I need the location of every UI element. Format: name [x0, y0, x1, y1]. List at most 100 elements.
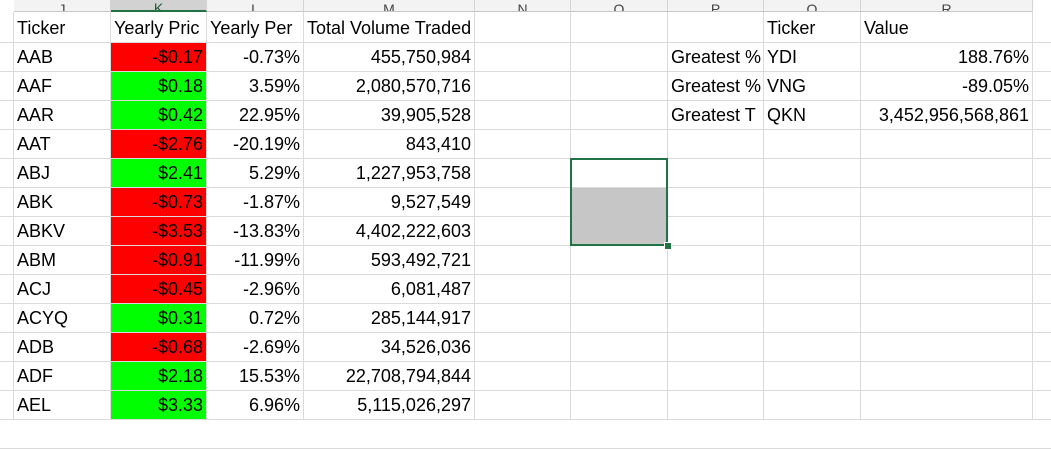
ticker-cell[interactable]: ABKV	[17, 221, 66, 241]
column-header-k[interactable]: K	[111, 0, 207, 12]
percent-change-cell[interactable]: -0.73%	[242, 47, 300, 67]
grid-line-horizontal	[0, 361, 1051, 362]
percent-change-cell[interactable]: -13.83%	[232, 221, 300, 241]
column-header-m[interactable]: M	[304, 0, 475, 12]
header-percent-change[interactable]: Yearly Per	[210, 18, 293, 38]
column-header-label: J	[58, 1, 66, 12]
ticker-cell[interactable]: AAR	[17, 105, 55, 125]
column-header-q[interactable]: Q	[764, 0, 861, 12]
total-volume-cell[interactable]: 2,080,570,716	[355, 76, 471, 96]
cell-selection-box[interactable]	[570, 158, 668, 246]
column-header-p[interactable]: P	[668, 0, 764, 12]
total-volume-cell[interactable]: 6,081,487	[390, 279, 471, 299]
ticker-cell[interactable]: AAF	[17, 76, 53, 96]
ticker-cell[interactable]: ADB	[17, 337, 55, 357]
ticker-cell[interactable]: AEL	[17, 395, 52, 415]
header-ticker[interactable]: Ticker	[17, 18, 66, 38]
percent-change-cell[interactable]: 15.53%	[238, 366, 300, 386]
yearly-change-cell[interactable]: -$0.68	[111, 333, 206, 361]
total-volume-cell[interactable]: 9,527,549	[390, 192, 471, 212]
ticker-cell[interactable]: ACYQ	[17, 308, 69, 328]
grid-line-horizontal	[0, 303, 1051, 304]
percent-change-cell[interactable]: -1.87%	[242, 192, 300, 212]
percent-change-cell[interactable]: 0.72%	[248, 308, 300, 328]
percent-change-cell[interactable]: 22.95%	[238, 105, 300, 125]
header-yearly-change[interactable]: Yearly Pric	[114, 18, 200, 38]
grid-line-horizontal	[0, 42, 1051, 43]
column-header-o[interactable]: O	[571, 0, 668, 12]
total-volume-cell[interactable]: 4,402,222,603	[355, 221, 471, 241]
grid-line-horizontal	[0, 245, 1051, 246]
ticker-cell[interactable]: AAT	[17, 134, 51, 154]
yearly-change-cell[interactable]: $2.18	[111, 362, 206, 390]
total-volume-cell[interactable]: 34,526,036	[380, 337, 471, 357]
ticker-cell[interactable]: ABK	[17, 192, 54, 212]
percent-change-cell[interactable]: -20.19%	[232, 134, 300, 154]
percent-change-cell[interactable]: -11.99%	[234, 250, 300, 270]
yearly-change-cell[interactable]: -$0.17	[111, 43, 206, 71]
grid-line-horizontal	[0, 158, 1051, 159]
grid-line-horizontal	[0, 216, 1051, 217]
percent-change-cell[interactable]: 5.29%	[248, 163, 300, 183]
grid-line-horizontal	[0, 187, 1051, 188]
column-header-l[interactable]: L	[207, 0, 304, 12]
summary-ticker-cell[interactable]: QKN	[767, 105, 807, 125]
total-volume-cell[interactable]: 843,410	[405, 134, 471, 154]
percent-change-cell[interactable]: 3.59%	[248, 76, 300, 96]
summary-value-cell[interactable]: 3,452,956,568,861	[878, 105, 1029, 125]
yearly-change-cell[interactable]: -$0.45	[111, 275, 206, 303]
yearly-change-cell[interactable]: $3.33	[111, 391, 206, 419]
column-header-label: R	[941, 1, 952, 12]
grid-line-horizontal	[0, 390, 1051, 391]
column-header-label: Q	[806, 1, 818, 12]
fill-handle[interactable]	[664, 242, 672, 250]
yearly-change-cell[interactable]: $0.18	[111, 72, 206, 100]
yearly-change-cell[interactable]: -$0.73	[111, 188, 206, 216]
percent-change-cell[interactable]: -2.69%	[242, 337, 300, 357]
total-volume-cell[interactable]: 1,227,953,758	[355, 163, 471, 183]
summary-label-cell[interactable]: Greatest T	[671, 105, 756, 125]
total-volume-cell[interactable]: 39,905,528	[380, 105, 471, 125]
ticker-cell[interactable]: ACJ	[17, 279, 52, 299]
grid-line-horizontal	[0, 71, 1051, 72]
yearly-change-cell[interactable]: -$0.91	[111, 246, 206, 274]
total-volume-cell[interactable]: 593,492,721	[370, 250, 471, 270]
summary-ticker-cell[interactable]: YDI	[767, 47, 798, 67]
column-header-label: P	[710, 1, 721, 12]
total-volume-cell[interactable]: 285,144,917	[370, 308, 471, 328]
ticker-cell[interactable]: ADF	[17, 366, 53, 386]
column-header-label: N	[517, 1, 528, 12]
summary-value-cell[interactable]: 188.76%	[957, 47, 1029, 67]
column-header-label: M	[383, 1, 395, 12]
column-header-j[interactable]: J	[14, 0, 111, 12]
ticker-cell[interactable]: ABM	[17, 250, 57, 270]
grid-line-horizontal	[0, 274, 1051, 275]
yearly-change-cell[interactable]: -$2.76	[111, 130, 206, 158]
summary-label-cell[interactable]: Greatest %	[671, 47, 762, 67]
yearly-change-cell[interactable]: $0.42	[111, 101, 206, 129]
summary-ticker-cell[interactable]: VNG	[767, 76, 807, 96]
summary-label-cell[interactable]: Greatest %	[671, 76, 762, 96]
grid-line-horizontal	[0, 332, 1051, 333]
percent-change-cell[interactable]: 6.96%	[248, 395, 300, 415]
total-volume-cell[interactable]: 5,115,026,297	[357, 395, 471, 415]
summary-value-cell[interactable]: -89.05%	[961, 76, 1029, 96]
yearly-change-cell[interactable]: -$3.53	[111, 217, 206, 245]
column-header-label: K	[153, 0, 164, 12]
yearly-change-cell[interactable]: $0.31	[111, 304, 206, 332]
column-header-n[interactable]: N	[475, 0, 571, 12]
percent-change-cell[interactable]: -2.96%	[242, 279, 300, 299]
gray-filled-cells[interactable]	[571, 188, 667, 245]
header-summary-value[interactable]: Value	[864, 18, 909, 38]
grid-line-horizontal	[0, 100, 1051, 101]
total-volume-cell[interactable]: 22,708,794,844	[345, 366, 471, 386]
header-summary-ticker[interactable]: Ticker	[767, 18, 816, 38]
header-total-volume[interactable]: Total Volume Traded	[307, 18, 472, 38]
yearly-change-cell[interactable]: $2.41	[111, 159, 206, 187]
column-header-label: L	[251, 1, 259, 12]
ticker-cell[interactable]: ABJ	[17, 163, 51, 183]
grid-line-horizontal	[0, 129, 1051, 130]
ticker-cell[interactable]: AAB	[17, 47, 54, 67]
column-header-r[interactable]: R	[861, 0, 1033, 12]
total-volume-cell[interactable]: 455,750,984	[370, 47, 471, 67]
